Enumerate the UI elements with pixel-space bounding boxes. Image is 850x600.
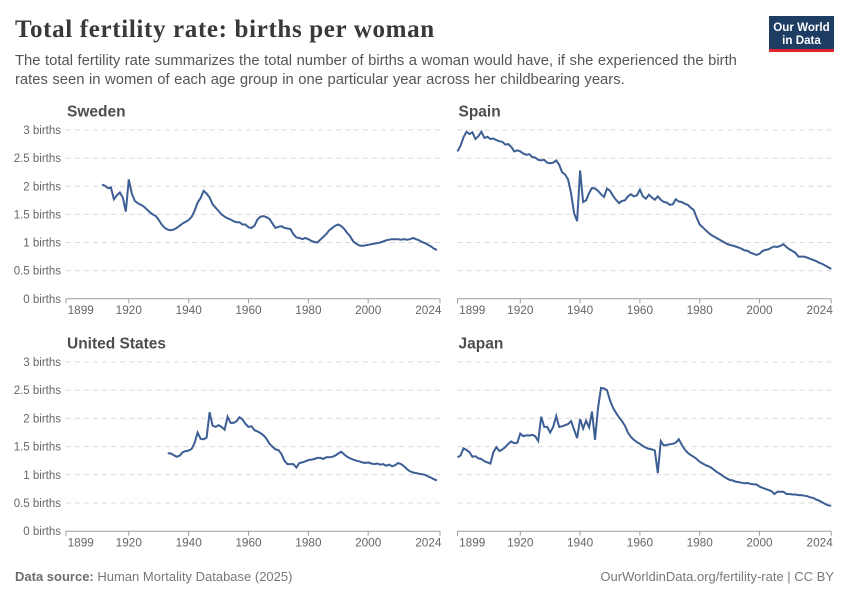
svg-text:1899: 1899	[68, 303, 94, 317]
svg-text:1960: 1960	[627, 303, 654, 317]
svg-text:1899: 1899	[459, 536, 485, 550]
svg-text:0.5 births: 0.5 births	[14, 266, 62, 278]
svg-text:2000: 2000	[355, 303, 382, 317]
svg-text:1960: 1960	[627, 536, 654, 550]
svg-text:1899: 1899	[459, 303, 485, 317]
svg-text:0 births: 0 births	[23, 294, 61, 306]
svg-text:2 births: 2 births	[23, 181, 61, 193]
svg-text:1940: 1940	[176, 303, 203, 317]
svg-text:2024: 2024	[807, 303, 834, 317]
svg-text:1 births: 1 births	[23, 238, 61, 250]
svg-text:2024: 2024	[415, 303, 442, 317]
svg-text:1960: 1960	[235, 536, 262, 550]
svg-text:0 births: 0 births	[23, 526, 61, 538]
svg-text:2.5 births: 2.5 births	[14, 385, 62, 397]
svg-text:2.5 births: 2.5 births	[14, 153, 62, 165]
svg-text:1.5 births: 1.5 births	[14, 209, 62, 221]
svg-text:1 births: 1 births	[23, 470, 61, 482]
svg-text:1.5 births: 1.5 births	[14, 442, 62, 454]
svg-text:United States: United States	[67, 336, 166, 353]
svg-text:0.5 births: 0.5 births	[14, 498, 62, 510]
svg-text:1920: 1920	[116, 536, 143, 550]
svg-text:2000: 2000	[746, 536, 773, 550]
svg-text:3 births: 3 births	[23, 125, 61, 137]
svg-text:1980: 1980	[687, 536, 714, 550]
svg-text:1980: 1980	[295, 303, 322, 317]
svg-text:1960: 1960	[235, 303, 262, 317]
svg-text:2024: 2024	[807, 536, 834, 550]
svg-text:1980: 1980	[295, 536, 322, 550]
svg-text:3 births: 3 births	[23, 357, 61, 369]
svg-text:Spain: Spain	[459, 104, 501, 121]
svg-text:2024: 2024	[415, 536, 442, 550]
svg-text:Sweden: Sweden	[67, 104, 126, 121]
svg-text:2000: 2000	[355, 536, 382, 550]
svg-text:1920: 1920	[507, 303, 534, 317]
svg-text:1940: 1940	[567, 536, 594, 550]
svg-text:1940: 1940	[567, 303, 594, 317]
svg-text:1980: 1980	[687, 303, 714, 317]
svg-text:1920: 1920	[116, 303, 143, 317]
svg-text:1920: 1920	[507, 536, 534, 550]
svg-text:2 births: 2 births	[23, 413, 61, 425]
svg-text:1940: 1940	[176, 536, 203, 550]
svg-text:Japan: Japan	[459, 336, 504, 353]
svg-text:2000: 2000	[746, 303, 773, 317]
svg-text:1899: 1899	[68, 536, 94, 550]
